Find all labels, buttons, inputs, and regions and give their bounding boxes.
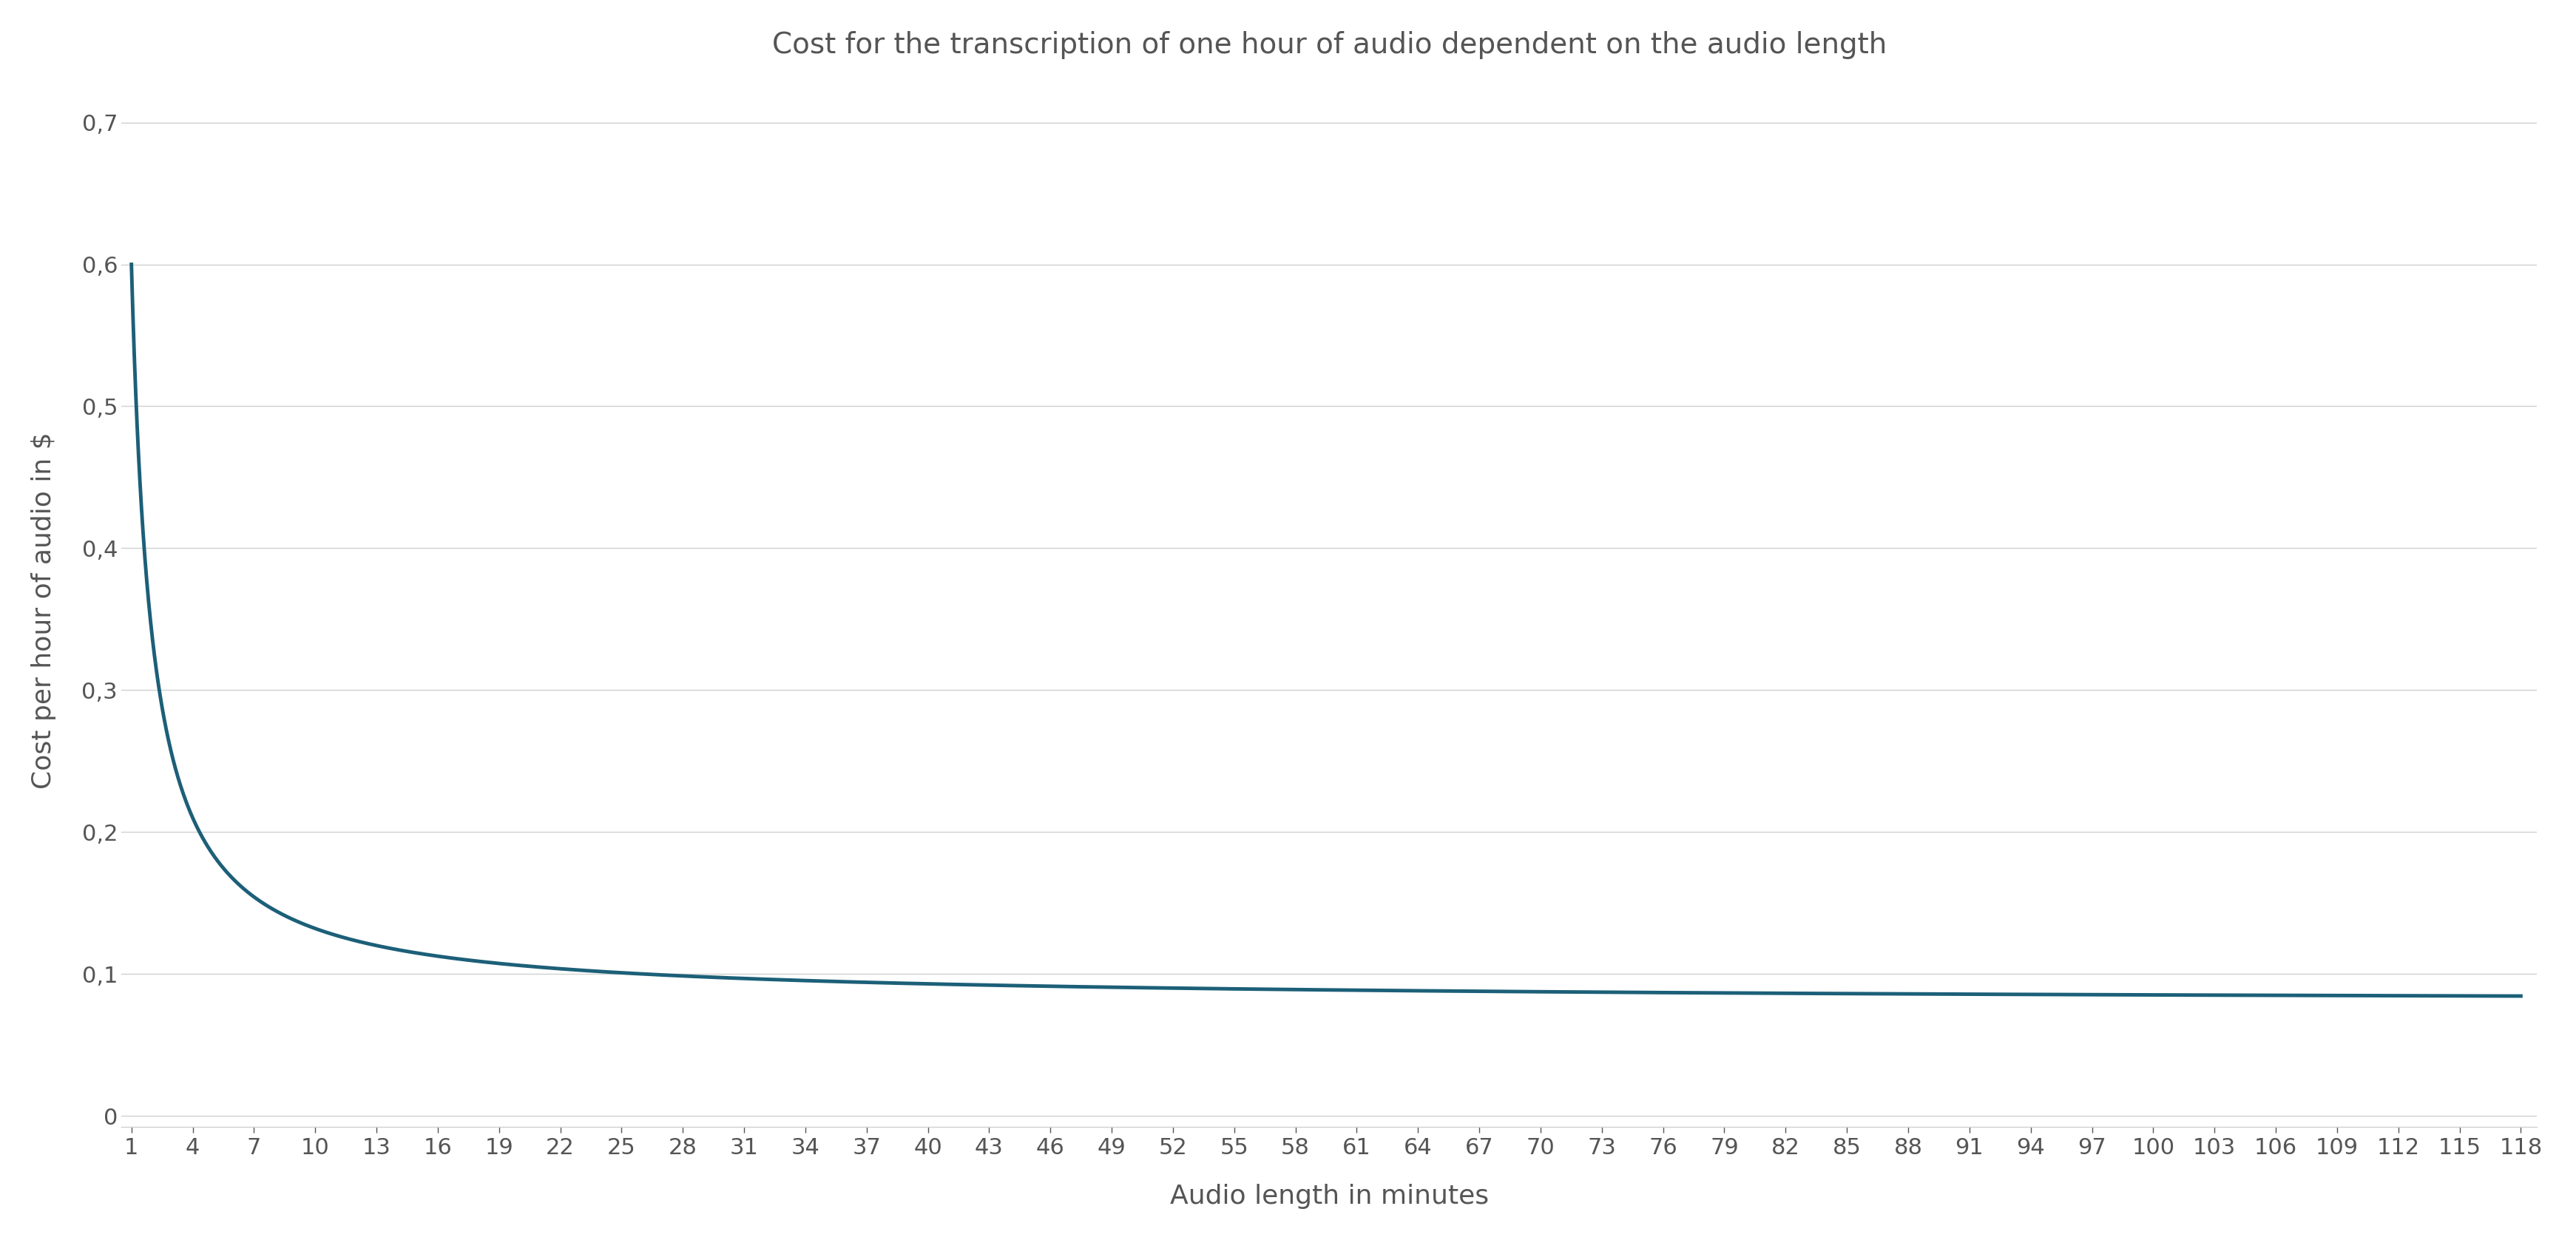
Y-axis label: Cost per hour of audio in $: Cost per hour of audio in $: [31, 433, 57, 789]
Title: Cost for the transcription of one hour of audio dependent on the audio length: Cost for the transcription of one hour o…: [773, 31, 1886, 60]
X-axis label: Audio length in minutes: Audio length in minutes: [1170, 1184, 1489, 1209]
